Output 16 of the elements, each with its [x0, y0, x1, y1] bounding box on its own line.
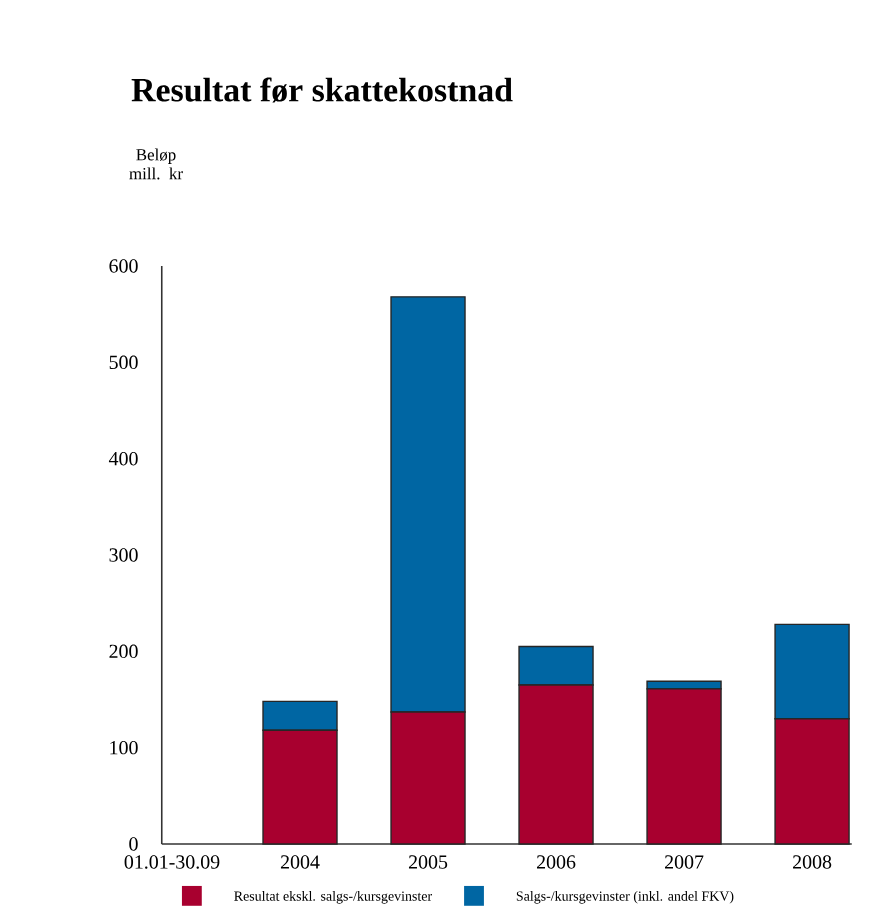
y-tick-label: 300: [109, 548, 138, 562]
x-tick-label: 2006: [536, 855, 576, 869]
y-axis-title: Beløp mill. kr: [129, 148, 183, 180]
y-tick-label: 500: [109, 355, 138, 370]
bar: [646, 688, 722, 845]
chart-title: Resultat før skattekostnad: [131, 77, 513, 103]
y-tick-label: 600: [109, 259, 138, 273]
y-tick-label: 100: [110, 740, 138, 755]
x-tick-label: 2007: [665, 855, 704, 869]
y-tick-label: 200: [109, 644, 138, 659]
x-tick-label: 2004: [280, 855, 320, 869]
x-tick-label: 2008: [793, 855, 832, 869]
y-tick-label: 0: [129, 837, 138, 851]
y-tick-label: 400: [108, 451, 138, 466]
x-tick-label: 2005: [408, 855, 448, 869]
x-tick-label: 01.01-30.09: [124, 855, 220, 869]
